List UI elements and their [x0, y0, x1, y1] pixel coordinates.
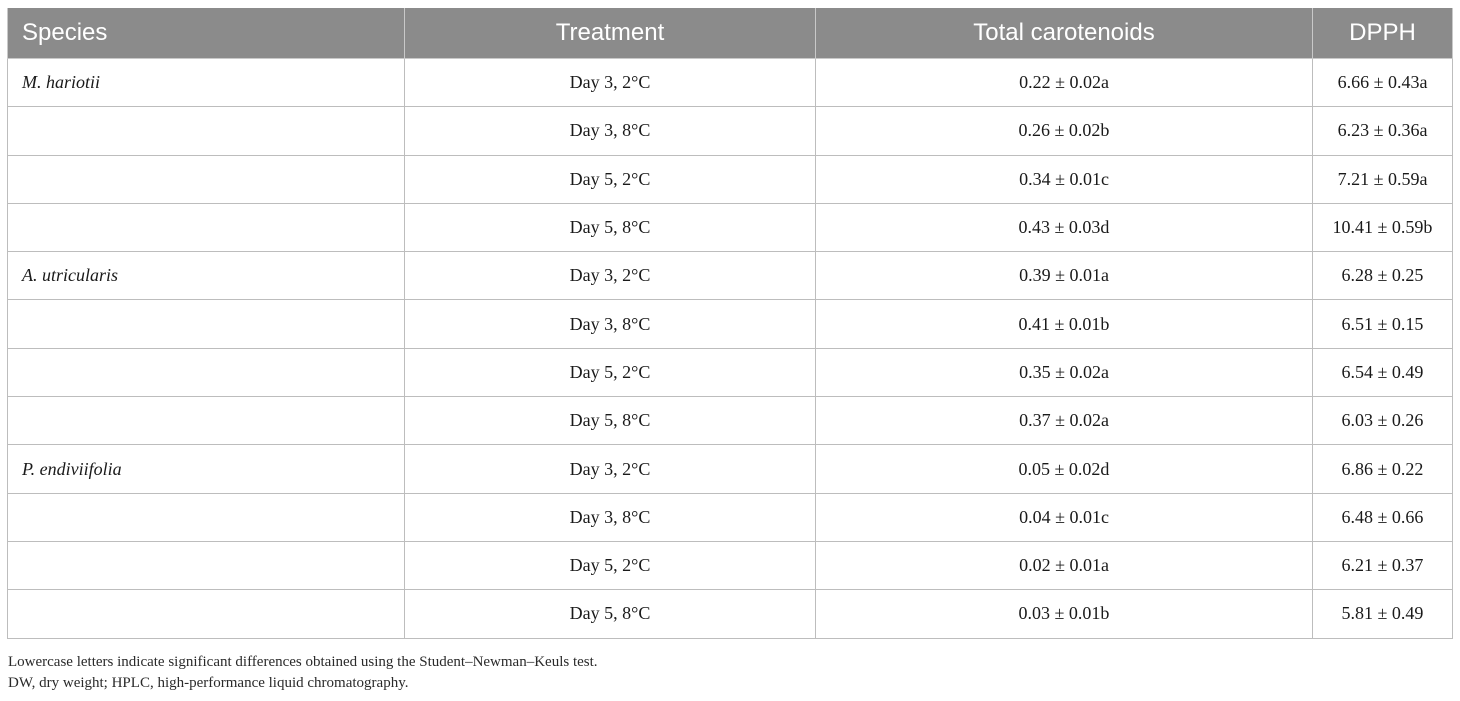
species-cell	[7, 396, 405, 446]
total-carotenoids-cell: 0.34 ± 0.01c	[815, 154, 1313, 204]
species-cell: P. endiviifolia	[7, 444, 405, 494]
table-row: Day 3, 8°C 0.26 ± 0.02b 6.23 ± 0.36a	[7, 106, 1453, 156]
table-row: Day 5, 2°C 0.35 ± 0.02a 6.54 ± 0.49	[7, 347, 1453, 398]
data-table-container: Species Treatment Total carotenoids DPPH…	[7, 8, 1453, 639]
total-carotenoids-cell: 0.04 ± 0.01c	[815, 492, 1313, 542]
dpph-cell: 10.41 ± 0.59b	[1312, 202, 1453, 253]
footnote-significance: Lowercase letters indicate significant d…	[8, 654, 598, 670]
dpph-cell: 6.66 ± 0.43a	[1312, 57, 1453, 108]
table-body: M. hariotii Day 3, 2°C 0.22 ± 0.02a 6.66 ± …	[7, 57, 1453, 639]
species-cell	[7, 347, 405, 398]
treatment-cell: Day 5, 2°C	[404, 347, 816, 398]
header-row: Species Treatment Total carotenoids DPPH	[7, 8, 1453, 59]
treatment-cell: Day 5, 8°C	[404, 396, 816, 446]
species-cell	[7, 492, 405, 542]
treatment-cell: Day 5, 8°C	[404, 202, 816, 253]
data-table: Species Treatment Total carotenoids DPPH…	[7, 8, 1453, 639]
species-cell	[7, 299, 405, 349]
table-row: P. endiviifolia Day 3, 2°C 0.05 ± 0.02d 6.8…	[7, 444, 1453, 494]
table-row: Day 5, 2°C 0.02 ± 0.01a 6.21 ± 0.37	[7, 540, 1453, 591]
table-row: Day 3, 8°C 0.04 ± 0.01c 6.48 ± 0.66	[7, 492, 1453, 542]
total-carotenoids-cell: 0.05 ± 0.02d	[815, 444, 1313, 494]
header-species: Species	[7, 8, 405, 59]
species-cell	[7, 106, 405, 156]
table-row: Day 5, 8°C 0.43 ± 0.03d 10.41 ± 0.59b	[7, 202, 1453, 253]
dpph-cell: 6.86 ± 0.22	[1312, 444, 1453, 494]
total-carotenoids-cell: 0.03 ± 0.01b	[815, 589, 1313, 639]
treatment-cell: Day 3, 2°C	[404, 57, 816, 108]
treatment-cell: Day 3, 8°C	[404, 106, 816, 156]
table-row: Day 3, 8°C 0.41 ± 0.01b 6.51 ± 0.15	[7, 299, 1453, 349]
table-row: Day 5, 2°C 0.34 ± 0.01c 7.21 ± 0.59a	[7, 154, 1453, 204]
species-cell: M. hariotii	[7, 57, 405, 108]
total-carotenoids-cell: 0.39 ± 0.01a	[815, 251, 1313, 301]
dpph-cell: 6.21 ± 0.37	[1312, 540, 1453, 591]
header-dpph: DPPH	[1312, 8, 1453, 59]
species-cell	[7, 589, 405, 639]
table-row: M. hariotii Day 3, 2°C 0.22 ± 0.02a 6.66 ± …	[7, 57, 1453, 108]
dpph-cell: 7.21 ± 0.59a	[1312, 154, 1453, 204]
table-row: Day 5, 8°C 0.03 ± 0.01b 5.81 ± 0.49	[7, 589, 1453, 639]
species-cell	[7, 540, 405, 591]
total-carotenoids-cell: 0.22 ± 0.02a	[815, 57, 1313, 108]
dpph-cell: 6.23 ± 0.36a	[1312, 106, 1453, 156]
treatment-cell: Day 3, 2°C	[404, 444, 816, 494]
species-cell	[7, 154, 405, 204]
treatment-cell: Day 3, 8°C	[404, 299, 816, 349]
table-row: A. utricularis Day 3, 2°C 0.39 ± 0.01a 6.28…	[7, 251, 1453, 301]
table-row: Day 5, 8°C 0.37 ± 0.02a 6.03 ± 0.26	[7, 396, 1453, 446]
total-carotenoids-cell: 0.37 ± 0.02a	[815, 396, 1313, 446]
header-total-carotenoids: Total carotenoids	[815, 8, 1313, 59]
header-treatment: Treatment	[404, 8, 816, 59]
total-carotenoids-cell: 0.26 ± 0.02b	[815, 106, 1313, 156]
dpph-cell: 5.81 ± 0.49	[1312, 589, 1453, 639]
table-header: Species Treatment Total carotenoids DPPH	[7, 8, 1453, 59]
species-cell	[7, 202, 405, 253]
footnote-abbreviations: DW, dry weight; HPLC, high-performance l…	[8, 675, 409, 691]
total-carotenoids-cell: 0.41 ± 0.01b	[815, 299, 1313, 349]
treatment-cell: Day 5, 2°C	[404, 540, 816, 591]
treatment-cell: Day 3, 8°C	[404, 492, 816, 542]
dpph-cell: 6.28 ± 0.25	[1312, 251, 1453, 301]
dpph-cell: 6.48 ± 0.66	[1312, 492, 1453, 542]
table-footnotes: Lowercase letters indicate significant d…	[8, 652, 598, 694]
species-cell: A. utricularis	[7, 251, 405, 301]
total-carotenoids-cell: 0.35 ± 0.02a	[815, 347, 1313, 398]
dpph-cell: 6.03 ± 0.26	[1312, 396, 1453, 446]
treatment-cell: Day 3, 2°C	[404, 251, 816, 301]
treatment-cell: Day 5, 2°C	[404, 154, 816, 204]
total-carotenoids-cell: 0.02 ± 0.01a	[815, 540, 1313, 591]
treatment-cell: Day 5, 8°C	[404, 589, 816, 639]
dpph-cell: 6.54 ± 0.49	[1312, 347, 1453, 398]
total-carotenoids-cell: 0.43 ± 0.03d	[815, 202, 1313, 253]
dpph-cell: 6.51 ± 0.15	[1312, 299, 1453, 349]
